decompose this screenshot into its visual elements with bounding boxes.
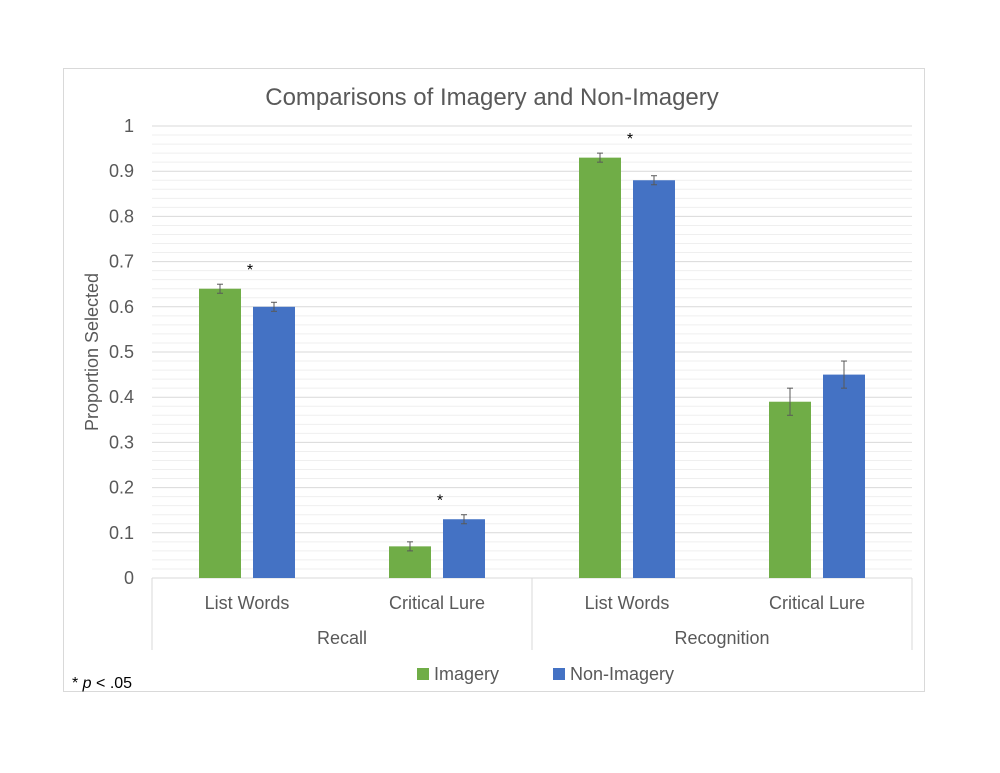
category-label: Critical Lure xyxy=(769,593,865,613)
x-axis xyxy=(151,577,913,650)
bars xyxy=(199,157,865,579)
bar xyxy=(633,180,675,579)
legend: Imagery Non-Imagery xyxy=(417,664,674,684)
footnote-variable: p xyxy=(82,675,92,692)
bar xyxy=(443,519,485,578)
y-tick-label: 0.5 xyxy=(109,342,134,362)
bar xyxy=(769,401,811,578)
chart-frame xyxy=(63,68,925,692)
bar xyxy=(823,374,865,578)
y-tick-label: 0.2 xyxy=(109,478,134,498)
category-label: List Words xyxy=(585,593,670,613)
y-tick-label: 0.1 xyxy=(109,523,134,543)
y-tick-label: 0.6 xyxy=(109,297,134,317)
y-tick-label: 0 xyxy=(124,568,134,588)
significance-marker: * xyxy=(437,493,443,510)
footnote-suffix: < .05 xyxy=(92,675,133,692)
y-axis-ticks: 0 0.1 0.2 0.3 0.4 0.5 0.6 0.7 0.8 0.9 1 xyxy=(109,116,134,588)
group-label: Recognition xyxy=(674,628,769,648)
chart-title: Comparisons of Imagery and Non-Imagery xyxy=(265,84,719,111)
legend-label: Non-Imagery xyxy=(570,664,674,684)
legend-swatch xyxy=(553,668,565,680)
y-tick-label: 0.7 xyxy=(109,252,134,272)
category-label: List Words xyxy=(205,593,290,613)
y-tick-label: 0.8 xyxy=(109,206,134,226)
x-axis-category-labels: List Words Critical Lure List Words Critica… xyxy=(205,593,865,648)
bar xyxy=(389,546,431,578)
category-label: Critical Lure xyxy=(389,593,485,613)
y-tick-label: 0.9 xyxy=(109,161,134,181)
significance-marker: * xyxy=(247,262,253,279)
bar xyxy=(253,306,295,578)
y-tick-label: 0.4 xyxy=(109,387,134,407)
y-axis-label: Proportion Selected xyxy=(82,273,102,431)
significance-marker: * xyxy=(627,131,633,148)
bar xyxy=(199,288,241,578)
y-tick-label: 1 xyxy=(124,116,134,136)
footnote-prefix: * xyxy=(72,675,83,692)
significance-markers: * * * xyxy=(247,131,633,510)
group-label: Recall xyxy=(317,628,367,648)
error-bars xyxy=(217,152,847,552)
legend-label: Imagery xyxy=(434,664,499,684)
legend-swatch xyxy=(417,668,429,680)
footnote: * p < .05 xyxy=(72,675,132,692)
bar xyxy=(579,157,621,578)
y-tick-label: 0.3 xyxy=(109,432,134,452)
